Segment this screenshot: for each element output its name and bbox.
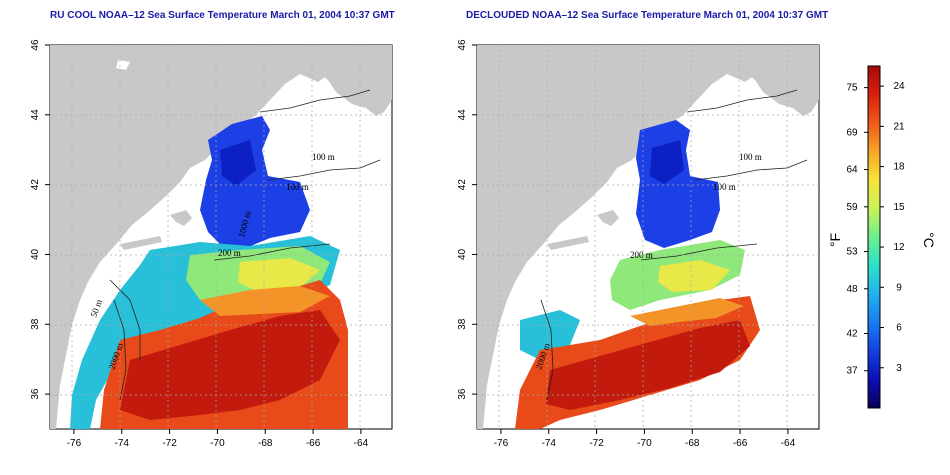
celsius-label: °C — [921, 232, 937, 248]
y-tick-label: 46 — [30, 39, 41, 51]
panel-right-land — [477, 45, 819, 429]
x-tick-label: -76 — [67, 438, 82, 449]
x-tick-label: -68 — [258, 438, 273, 449]
sst-gulf-stream-core — [120, 310, 340, 420]
panel-left-contours — [109, 89, 381, 401]
celsius-tick-label: 6 — [896, 323, 902, 334]
celsius-tick-label: 21 — [893, 121, 905, 132]
panel-left-land — [50, 45, 392, 429]
celsius-tick-label: 3 — [896, 363, 902, 374]
y-tick-label: 44 — [457, 109, 468, 121]
contour-label: 200 m — [630, 250, 653, 260]
x-tick-label: -66 — [733, 438, 748, 449]
sst-warm-orange — [200, 286, 330, 316]
x-tick-label: -70 — [637, 438, 652, 449]
panel-left-title: RU COOL NOAA–12 Sea Surface Temperature … — [50, 10, 395, 21]
x-tick-label: -74 — [115, 438, 130, 449]
fahrenheit-label: °F — [827, 233, 843, 247]
panel-left-grid — [50, 45, 392, 429]
nova-scotia — [737, 45, 819, 116]
contour-label: 100 m — [312, 152, 335, 162]
x-tick-label: -68 — [685, 438, 700, 449]
sst-slope-yellow — [658, 260, 730, 292]
panel-right-grid — [477, 45, 819, 429]
x-tick-label: -74 — [542, 438, 557, 449]
y-tick-label: 40 — [30, 248, 41, 260]
x-tick-label: -76 — [494, 438, 509, 449]
celsius-tick-label: 12 — [893, 242, 905, 253]
nova-scotia — [310, 45, 392, 116]
contour-100m-east — [694, 159, 808, 181]
sst-gom-dark — [650, 140, 684, 184]
fahrenheit-tick-label: 42 — [846, 328, 858, 339]
x-tick-label: -64 — [781, 438, 796, 449]
fahrenheit-tick-label: 53 — [846, 247, 858, 258]
celsius-tick-label: 24 — [893, 81, 905, 92]
colorbar-ticks: 24 21 18 15 12 9 6 3 75 69 64 59 53 48 42 37 — [846, 81, 905, 377]
y-tick-label: 42 — [30, 179, 41, 191]
panel-left-axes: -76 -74 -72 -70 -68 -66 -64 46 44 42 40 38 36 — [30, 39, 369, 449]
celsius-tick-label: 18 — [893, 162, 905, 173]
panel-right-sst — [515, 120, 760, 429]
mainland-coast — [50, 45, 392, 429]
celsius-tick-label: 15 — [893, 202, 905, 213]
y-tick-label: 36 — [30, 388, 41, 400]
sst-gulf-stream-core — [546, 320, 750, 410]
cape-cod — [597, 210, 619, 226]
panel-right-axes: -76 -74 -72 -70 -68 -66 -64 46 44 42 40 38 36 — [457, 39, 796, 449]
celsius-tick-label: 9 — [896, 282, 902, 293]
cape-cod — [170, 210, 192, 226]
x-tick-label: -70 — [210, 438, 225, 449]
panel-right-contours — [540, 89, 808, 401]
contour-label: 100 m — [286, 182, 309, 192]
fahrenheit-tick-label: 37 — [846, 366, 858, 377]
fahrenheit-tick-label: 69 — [846, 127, 858, 138]
y-tick-label: 42 — [457, 179, 468, 191]
fahrenheit-tick-label: 64 — [846, 165, 858, 176]
y-tick-label: 38 — [457, 318, 468, 330]
panel-right-title: DECLOUDED NOAA–12 Sea Surface Temperatur… — [466, 10, 829, 21]
y-tick-label: 40 — [457, 248, 468, 260]
sst-gom-dark — [220, 140, 256, 186]
panel-left-sst — [70, 116, 348, 429]
y-tick-label: 44 — [30, 109, 41, 121]
x-tick-label: -66 — [306, 438, 321, 449]
x-tick-label: -64 — [354, 438, 369, 449]
sst-slope-yellow — [238, 258, 320, 292]
colorbar-bar — [867, 65, 881, 409]
contour-2000m — [113, 299, 127, 401]
land-patch — [116, 60, 130, 70]
contour-label: 200 m — [218, 248, 241, 258]
panel-right-map: 100 m 100 m 200 m 2000 m -76 -74 -72 -70 -68… — [457, 39, 820, 449]
fahrenheit-tick-label: 59 — [846, 202, 858, 213]
colorbar: 24 21 18 15 12 9 6 3 75 69 64 59 53 48 42 37 °F °C — [827, 65, 937, 409]
contour-100m-north — [686, 89, 798, 113]
x-tick-label: -72 — [589, 438, 604, 449]
contour-label: 100 m — [739, 152, 762, 162]
long-island — [120, 236, 162, 250]
contour-2000m — [540, 299, 554, 401]
contour-200m — [213, 243, 331, 261]
x-tick-label: -72 — [162, 438, 177, 449]
y-tick-label: 46 — [457, 39, 468, 51]
fahrenheit-tick-label: 48 — [846, 284, 858, 295]
contour-100m-east — [267, 159, 381, 181]
long-island — [547, 236, 589, 250]
fahrenheit-tick-label: 75 — [846, 83, 858, 94]
panel-left-map: 100 m 100 m 200 m 50 m 2000 m 1000 m -76… — [30, 39, 393, 449]
contour-200m — [640, 243, 758, 261]
mainland-coast — [477, 45, 819, 429]
y-tick-label: 36 — [457, 388, 468, 400]
contour-label: 100 m — [713, 182, 736, 192]
sst-warm-orange — [630, 298, 744, 326]
contour-100m-north — [259, 89, 371, 113]
y-tick-label: 38 — [30, 318, 41, 330]
